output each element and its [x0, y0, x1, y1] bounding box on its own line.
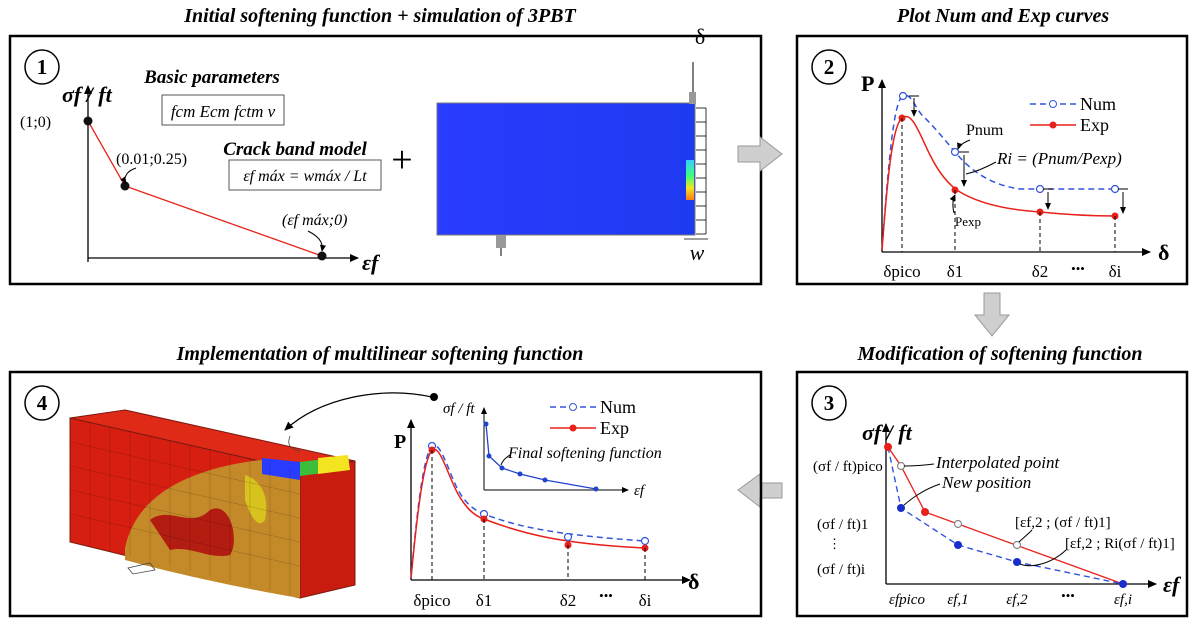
- panel-2: Plot Num and Exp curves 2 P δ: [795, 5, 1189, 286]
- p4-tick-delta-2: δ2: [560, 591, 577, 610]
- label-1-0: (1;0): [20, 114, 51, 131]
- p-exp-label: Pexp: [955, 214, 981, 229]
- p-num-label: Pnum: [966, 122, 1004, 139]
- delta-label: δ: [695, 24, 705, 49]
- delta-guides: [901, 118, 1116, 252]
- exp-curve: [881, 115, 1116, 251]
- panel-1: Initial softening function + simulation …: [8, 5, 763, 286]
- panel-1-title: Initial softening function + simulation …: [183, 5, 576, 27]
- arrow-2-to-3: [973, 292, 1011, 337]
- panel-2-frame: [795, 34, 1189, 286]
- p3-interp-points: [896, 461, 1022, 550]
- x-tick-ellipsis: •••: [1061, 588, 1075, 603]
- label-efmax-0: (εf máx;0): [282, 212, 347, 229]
- panel-4-title: Implementation of multilinear softening …: [176, 343, 584, 365]
- panel-4-y-label: P: [394, 431, 406, 453]
- inset-softening-chart: σf / ft εf Final softening function: [443, 401, 662, 499]
- label-001-025: (0.01;0.25): [116, 151, 187, 168]
- step-3-badge: 3: [811, 385, 847, 421]
- panel-4: Implementation of multilinear softening …: [8, 343, 763, 618]
- panel-4-frame: [8, 370, 763, 618]
- p4-delta-guides: [431, 450, 646, 580]
- point-a-label: [εf,2 ; (σf / ft)1]: [1015, 515, 1111, 531]
- tick-delta-2: δ2: [1032, 262, 1049, 281]
- svg-text:1: 1: [37, 55, 48, 79]
- inset-y-label: σf / ft: [443, 401, 475, 417]
- plus-sign: +: [391, 139, 412, 181]
- tick-ellipsis: •••: [1071, 261, 1085, 276]
- beam-3pbt-model: w δ: [436, 24, 708, 265]
- p4-tick-ellipsis: •••: [599, 588, 613, 603]
- w-label: w: [690, 240, 705, 265]
- legend-num: Num: [1080, 94, 1116, 114]
- x-tick-f2: εf,2: [1006, 592, 1028, 608]
- basic-params-box: [161, 94, 285, 126]
- p3-red-line: [887, 446, 1124, 585]
- step-4-badge: 4: [24, 385, 60, 421]
- panel-3-y-label: σf / ft: [862, 420, 913, 445]
- basic-params-text: fcm Ecm fctm ν: [171, 102, 276, 121]
- panel-3-frame: [795, 370, 1189, 618]
- tick-delta-i: δi: [1109, 262, 1122, 281]
- svg-text:4: 4: [37, 391, 48, 415]
- panel-2-legend: Num Exp: [1030, 94, 1116, 135]
- point-b-label: [εf,2 ; Ri(σf / ft)1]: [1065, 536, 1175, 552]
- step-1-badge: 1: [24, 49, 60, 85]
- ratio-label: Ri = (Pnum/Pexp): [996, 149, 1122, 168]
- num-curve: [881, 94, 1115, 251]
- panel-4-legend: Num Exp: [550, 397, 636, 438]
- panel-3-title: Modification of softening function: [856, 343, 1142, 365]
- x-tick-fi: εf,i: [1114, 592, 1132, 608]
- legend-exp: Exp: [1080, 115, 1109, 135]
- y-tick-pico: (σf / ft)pico: [813, 459, 883, 475]
- panel-2-title: Plot Num and Exp curves: [896, 5, 1109, 27]
- tick-delta-pico: δpico: [883, 262, 920, 281]
- svg-text:2: 2: [824, 55, 835, 79]
- tick-delta-1: δ1: [947, 262, 964, 281]
- crack-band-title: Crack band model: [223, 139, 367, 160]
- ratio-brackets: [909, 95, 1128, 214]
- panel-3: Modification of softening function 3 σf …: [795, 343, 1189, 618]
- panel-2-x-label: δ: [1158, 240, 1169, 265]
- p4-tick-delta-pico: δpico: [413, 591, 450, 610]
- point-001-025: [120, 181, 130, 191]
- x-tick-fpico: εfpico: [889, 592, 925, 608]
- p4-legend-exp: Exp: [600, 418, 629, 438]
- x-tick-f1: εf,1: [947, 592, 968, 608]
- inset-x-label: εf: [634, 483, 646, 499]
- p4-tick-delta-i: δi: [639, 591, 652, 610]
- support-bottom: [496, 235, 506, 248]
- y-tick-dots: ⋮: [828, 536, 841, 551]
- panel-3-x-label: εf: [1163, 572, 1182, 597]
- arrow-1-to-2: [737, 135, 783, 173]
- crack-band-box: [228, 159, 382, 191]
- interpolated-point-label: Interpolated point: [935, 453, 1061, 472]
- y-tick-i: (σf / ft)i: [817, 562, 865, 578]
- p4-num-markers: [427, 441, 650, 546]
- panel-2-y-label: P: [861, 71, 874, 96]
- p4-legend-num: Num: [600, 397, 636, 417]
- point-efmax-0: [317, 251, 327, 261]
- y-tick-1: (σf / ft)1: [817, 517, 868, 533]
- p3-red-points: [884, 443, 929, 516]
- basic-params-title: Basic parameters: [143, 67, 280, 88]
- pointer-arrow: [284, 392, 433, 431]
- svg-text:3: 3: [824, 391, 835, 415]
- new-position-label: New position: [941, 473, 1031, 492]
- step-2-badge: 2: [811, 49, 847, 85]
- final-softening-label: Final softening function: [507, 445, 662, 462]
- panel-4-x-label: δ: [688, 569, 699, 594]
- point-1-0: [83, 116, 93, 126]
- panel-1-x-label: εf: [362, 250, 381, 275]
- p4-num-curve: [410, 444, 646, 579]
- p3-blue-points: [897, 504, 1127, 588]
- load-support-top: [689, 92, 696, 104]
- panel-1-y-label: σf / ft: [62, 82, 113, 107]
- p4-tick-delta-1: δ1: [476, 591, 493, 610]
- p4-exp-curve: [410, 448, 646, 579]
- fe-model-3d: [69, 409, 356, 599]
- crack-band-formula: εf máx = wmáx / Lt: [243, 168, 367, 185]
